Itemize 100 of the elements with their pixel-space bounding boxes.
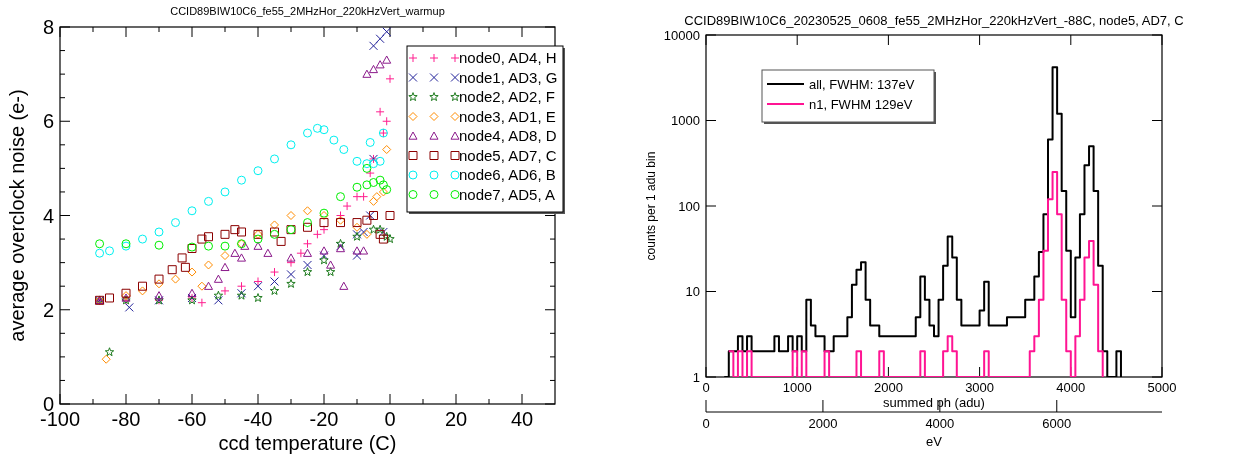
- point: [325, 267, 336, 277]
- point: [276, 236, 286, 246]
- point: [124, 302, 134, 312]
- point: [375, 34, 385, 44]
- point: [365, 168, 375, 178]
- y-tick-label: 100: [678, 198, 700, 214]
- point: [329, 135, 339, 145]
- point: [369, 64, 378, 74]
- point: [138, 286, 147, 296]
- point: [270, 220, 279, 230]
- x-tick-label: -80: [111, 408, 141, 430]
- point: [187, 288, 197, 297]
- point: [95, 239, 105, 249]
- point: [368, 224, 379, 234]
- y-tick-label: 10000: [663, 27, 700, 43]
- x-tick-label: -40: [243, 408, 273, 430]
- y-tick-label: 1000: [671, 113, 700, 129]
- point: [197, 234, 207, 244]
- point: [269, 286, 280, 295]
- point: [154, 240, 164, 250]
- point: [319, 255, 329, 265]
- y-tick-label: 6: [42, 110, 54, 133]
- point: [154, 227, 164, 237]
- point: [95, 248, 105, 258]
- point: [302, 267, 313, 277]
- point: [171, 218, 180, 228]
- point: [253, 281, 263, 291]
- x-tick-label: 0: [384, 408, 396, 430]
- point: [270, 276, 279, 286]
- point: [375, 107, 385, 117]
- point: [385, 211, 395, 220]
- point: [312, 229, 322, 239]
- point: [362, 159, 372, 169]
- y-tick-label: 4: [42, 204, 54, 227]
- point: [382, 116, 392, 126]
- point: [286, 269, 296, 279]
- point: [382, 55, 392, 64]
- point: [352, 182, 362, 192]
- point: [253, 293, 263, 303]
- point: [253, 234, 263, 244]
- y-tick-label: 8: [42, 16, 54, 38]
- point: [177, 253, 187, 263]
- y-axis-title: average overclock noise (e-): [6, 89, 28, 342]
- point: [220, 251, 230, 261]
- point: [372, 192, 382, 202]
- point: [213, 274, 223, 283]
- point: [101, 354, 111, 364]
- legend-label: node6, AD6, B: [459, 166, 556, 184]
- x-tick-label: 5000: [1147, 380, 1177, 395]
- point: [213, 290, 224, 300]
- point: [204, 196, 213, 206]
- point: [362, 163, 372, 173]
- point: [319, 218, 329, 228]
- point: [270, 267, 279, 277]
- point: [359, 246, 369, 255]
- point: [105, 293, 114, 303]
- point: [362, 69, 372, 78]
- point: [237, 227, 246, 237]
- point: [378, 187, 388, 197]
- point: [220, 241, 230, 251]
- point: [286, 278, 296, 288]
- point: [382, 145, 392, 155]
- x-tick-label: 1000: [782, 380, 812, 395]
- point: [303, 218, 312, 228]
- legend-label: node0, AD4, H: [459, 49, 557, 67]
- point: [105, 246, 114, 256]
- point: [326, 260, 336, 269]
- point: [303, 128, 312, 138]
- point: [197, 298, 207, 308]
- point: [253, 276, 263, 286]
- x-tick-label: 4000: [1056, 380, 1086, 395]
- point: [352, 156, 362, 166]
- point: [369, 196, 378, 206]
- point: [339, 145, 349, 155]
- point: [286, 140, 296, 150]
- legend-label: node2, AD2, F: [459, 88, 555, 106]
- point: [365, 137, 375, 147]
- point: [319, 246, 329, 255]
- point: [167, 265, 177, 275]
- x-axis-title: ccd temperature (C): [218, 432, 397, 454]
- point: [204, 232, 213, 242]
- point: [369, 178, 378, 187]
- point: [362, 180, 372, 190]
- legend-label: node7, AD5, A: [459, 185, 555, 203]
- point: [220, 187, 230, 197]
- point: [187, 206, 197, 216]
- point: [352, 246, 362, 255]
- point: [104, 347, 115, 357]
- x-tick-label: 3000: [965, 380, 995, 395]
- point: [382, 185, 392, 195]
- chart-title: CCID89BIW10C6_fe55_2MHzHor_220kHzVert_warmup: [170, 5, 445, 17]
- point: [378, 180, 388, 190]
- point: [286, 211, 296, 220]
- point: [138, 281, 147, 291]
- y-axis-title: counts per 1 adu bin: [644, 151, 658, 261]
- point: [240, 241, 250, 250]
- point: [303, 222, 312, 232]
- y-tick-label: 1: [692, 369, 700, 385]
- point: [138, 234, 147, 244]
- point: [319, 225, 329, 235]
